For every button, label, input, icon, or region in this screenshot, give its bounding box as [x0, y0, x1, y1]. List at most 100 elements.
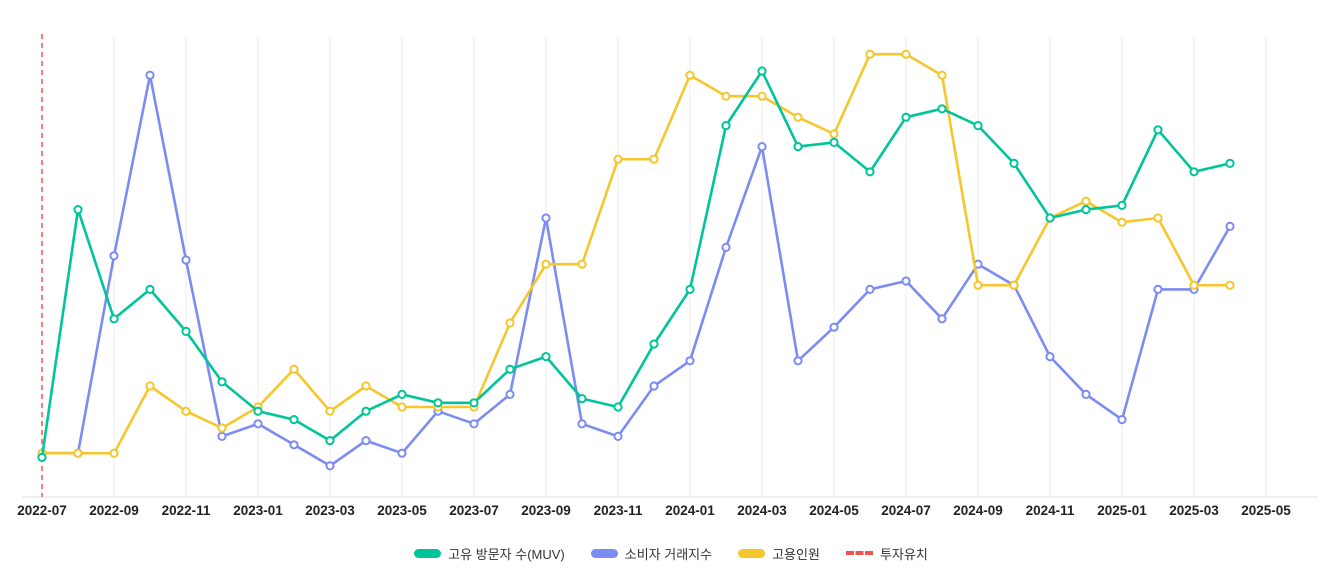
series-consumer-index-line [40, 73, 1232, 468]
series-employment-marker [613, 154, 623, 164]
x-tick-label: 2024-05 [809, 503, 859, 518]
series-employment-marker [325, 406, 335, 416]
series-consumer-index-marker [181, 255, 191, 265]
legend-item-investment[interactable]: 투자유치 [845, 544, 928, 563]
series-employment-marker [217, 423, 227, 433]
series-muv-marker [1045, 213, 1055, 223]
series-consumer-index-marker [289, 440, 299, 450]
series-muv-marker [109, 314, 119, 324]
series-muv-marker [289, 415, 299, 425]
series-employment-marker [577, 259, 587, 269]
legend-item-employment[interactable]: 고용인원 [738, 544, 820, 563]
series-muv-marker [37, 452, 47, 462]
series-employment-marker [937, 70, 947, 80]
series-muv-marker [793, 142, 803, 152]
consumer-index-legend-swatch [590, 548, 618, 558]
x-tick-label: 2024-07 [881, 503, 931, 518]
series-consumer-index-marker [685, 356, 695, 366]
series-employment-marker [793, 112, 803, 122]
series-muv-marker [397, 389, 407, 399]
series-consumer-index-marker [1153, 284, 1163, 294]
employment-legend-swatch [738, 548, 766, 558]
series-employment-marker [685, 70, 695, 80]
series-employment-marker [1225, 280, 1235, 290]
x-tick-label: 2024-03 [737, 503, 787, 518]
series-consumer-index-marker [1117, 415, 1127, 425]
series-consumer-index-marker [865, 284, 875, 294]
series-consumer-index-marker [577, 419, 587, 429]
series-employment-marker [505, 318, 515, 328]
muv-legend-swatch [414, 548, 442, 558]
series-employment-marker [865, 49, 875, 59]
series-muv-marker [1009, 158, 1019, 168]
x-tick-label: 2023-01 [233, 503, 283, 518]
x-tick-label: 2022-09 [89, 503, 139, 518]
series-consumer-index-marker [253, 419, 263, 429]
series-employment-marker [1189, 280, 1199, 290]
series-employment-marker [721, 91, 731, 101]
series-consumer-index-marker [109, 251, 119, 261]
series-employment-marker [1117, 217, 1127, 227]
series-consumer-index-marker [1081, 389, 1091, 399]
series-muv-marker [1081, 205, 1091, 215]
legend-item-muv[interactable]: 고유 방문자 수(MUV) [414, 544, 565, 563]
series-employment-marker [397, 402, 407, 412]
series-muv-marker [73, 205, 83, 215]
series-muv-marker [433, 398, 443, 408]
investment-legend-label: 투자유치 [879, 546, 928, 562]
x-tick-label: 2023-09 [521, 503, 571, 518]
series-muv-marker [145, 284, 155, 294]
series-muv-marker [577, 394, 587, 404]
series-muv-marker [865, 167, 875, 177]
series-consumer-index-marker [397, 448, 407, 458]
series-employment-marker [901, 49, 911, 59]
x-tick-label: 2023-11 [594, 503, 643, 518]
series-consumer-index-marker [721, 242, 731, 252]
series-consumer-index-marker [1225, 221, 1235, 231]
x-tick-label: 2025-05 [1241, 503, 1291, 518]
series-consumer-index-marker [217, 431, 227, 441]
investment-legend-swatch [845, 551, 873, 555]
series-employment-marker [541, 259, 551, 269]
series-employment-marker [649, 154, 659, 164]
series-employment-marker [757, 91, 767, 101]
series-consumer-index-marker [325, 461, 335, 471]
series-employment-marker [1153, 213, 1163, 223]
x-tick-label: 2022-11 [162, 503, 211, 518]
series-employment-marker [973, 280, 983, 290]
series-consumer-index-marker [469, 419, 479, 429]
series-muv-marker [469, 398, 479, 408]
series-muv-marker [829, 137, 839, 147]
series-consumer-index-marker [937, 314, 947, 324]
series-consumer-index-marker [541, 213, 551, 223]
series-muv-marker [757, 66, 767, 76]
chart-legend: 고유 방문자 수(MUV) 소비자 거래지수 고용인원 투자유치 [0, 533, 1342, 573]
series-consumer-index-marker [901, 276, 911, 286]
series-employment-marker [829, 129, 839, 139]
series-muv-marker [1117, 200, 1127, 210]
series-muv-marker [937, 104, 947, 114]
series-employment-marker [73, 448, 83, 458]
series-muv-line [40, 69, 1232, 459]
series-employment-marker [361, 381, 371, 391]
series-muv-marker [685, 284, 695, 294]
series-muv-marker [649, 339, 659, 349]
series-employment-marker [109, 448, 119, 458]
muv-legend-label: 고유 방문자 수(MUV) [448, 546, 565, 562]
legend-item-consumer-index[interactable]: 소비자 거래지수 [590, 544, 713, 563]
series-consumer-index-marker [145, 70, 155, 80]
series-muv-marker [1189, 167, 1199, 177]
consumer-index-legend-label: 소비자 거래지수 [624, 546, 713, 562]
series-employment-marker [145, 381, 155, 391]
series-muv-marker [181, 326, 191, 336]
employment-legend-label: 고용인원 [772, 546, 820, 562]
x-tick-label: 2025-01 [1097, 503, 1147, 518]
series-muv-marker [721, 121, 731, 131]
series-muv-marker [901, 112, 911, 122]
x-tick-label: 2023-03 [305, 503, 355, 518]
x-tick-label: 2025-03 [1169, 503, 1219, 518]
x-tick-label: 2024-09 [953, 503, 1003, 518]
x-tick-label: 2024-01 [665, 503, 715, 518]
series-muv-marker [1225, 158, 1235, 168]
